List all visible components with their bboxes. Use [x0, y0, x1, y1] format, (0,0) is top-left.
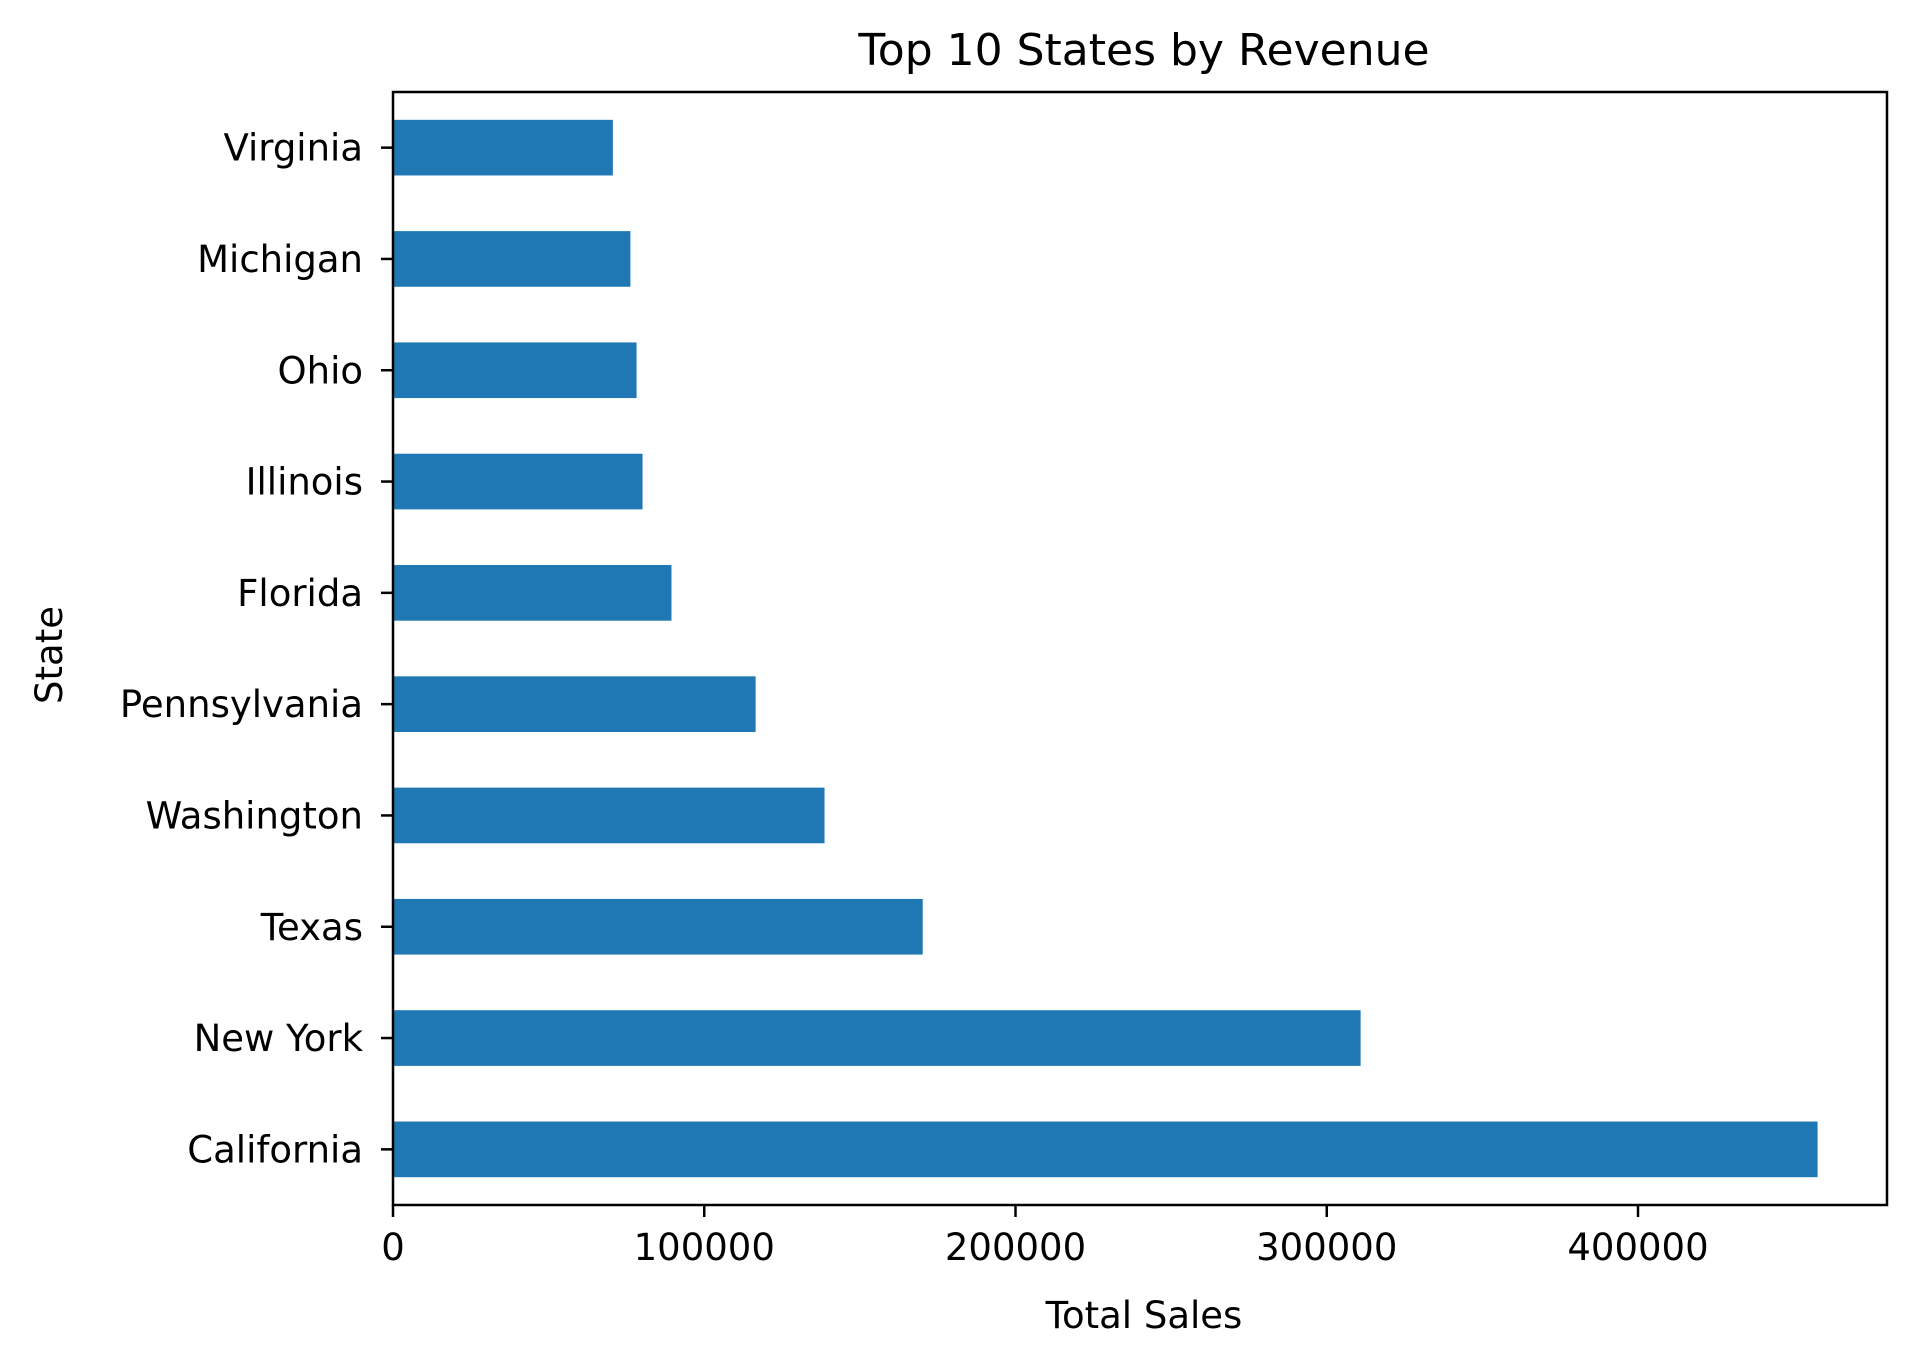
y-tick-label: New York — [194, 1017, 364, 1060]
y-tick-label: Ohio — [278, 349, 364, 392]
chart-title: Top 10 States by Revenue — [857, 25, 1429, 76]
bar-texas — [393, 898, 923, 955]
y-tick-label: Illinois — [246, 461, 363, 504]
bar-washington — [393, 787, 825, 844]
x-tick-label: 200000 — [945, 1226, 1086, 1269]
y-tick-label: California — [187, 1128, 363, 1171]
y-tick-label: Pennsylvania — [120, 683, 363, 726]
y-tick-label: Washington — [146, 794, 363, 837]
bars-layer — [393, 119, 1818, 1178]
x-axis-ticks: 0 100000 200000 300000 400000 — [381, 1205, 1709, 1269]
bar-virginia — [393, 119, 613, 176]
x-tick-label: 400000 — [1567, 1226, 1708, 1269]
x-axis-label: Total Sales — [1045, 1294, 1243, 1337]
plot-frame — [391, 90, 1889, 1207]
y-axis-label: State — [28, 606, 71, 704]
bar-illinois — [393, 453, 643, 510]
x-tick-label: 0 — [381, 1226, 405, 1269]
bar-pennsylvania — [393, 676, 756, 732]
x-tick-label: 100000 — [634, 1226, 775, 1269]
bar-ohio — [393, 342, 637, 399]
y-tick-label: Virginia — [223, 127, 363, 170]
bar-california — [393, 1121, 1818, 1178]
y-tick-label: Michigan — [197, 238, 363, 281]
y-tick-label: Texas — [260, 906, 363, 949]
x-tick-label: 300000 — [1256, 1226, 1397, 1269]
bar-michigan — [393, 231, 631, 287]
bar-new-york — [393, 1010, 1361, 1066]
bar-florida — [393, 565, 672, 621]
y-tick-label: Florida — [237, 572, 363, 615]
y-axis-ticks: California New York Texas Washington Pennsyl… — [120, 127, 393, 1171]
